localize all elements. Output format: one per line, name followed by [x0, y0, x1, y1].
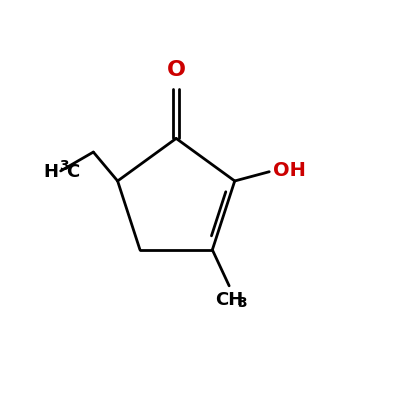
Text: H: H — [44, 163, 59, 181]
Text: 3: 3 — [238, 296, 247, 310]
Text: C: C — [66, 163, 79, 181]
Text: OH: OH — [273, 162, 306, 180]
Text: O: O — [167, 60, 186, 80]
Text: CH: CH — [215, 290, 243, 308]
Text: 3: 3 — [60, 159, 69, 173]
